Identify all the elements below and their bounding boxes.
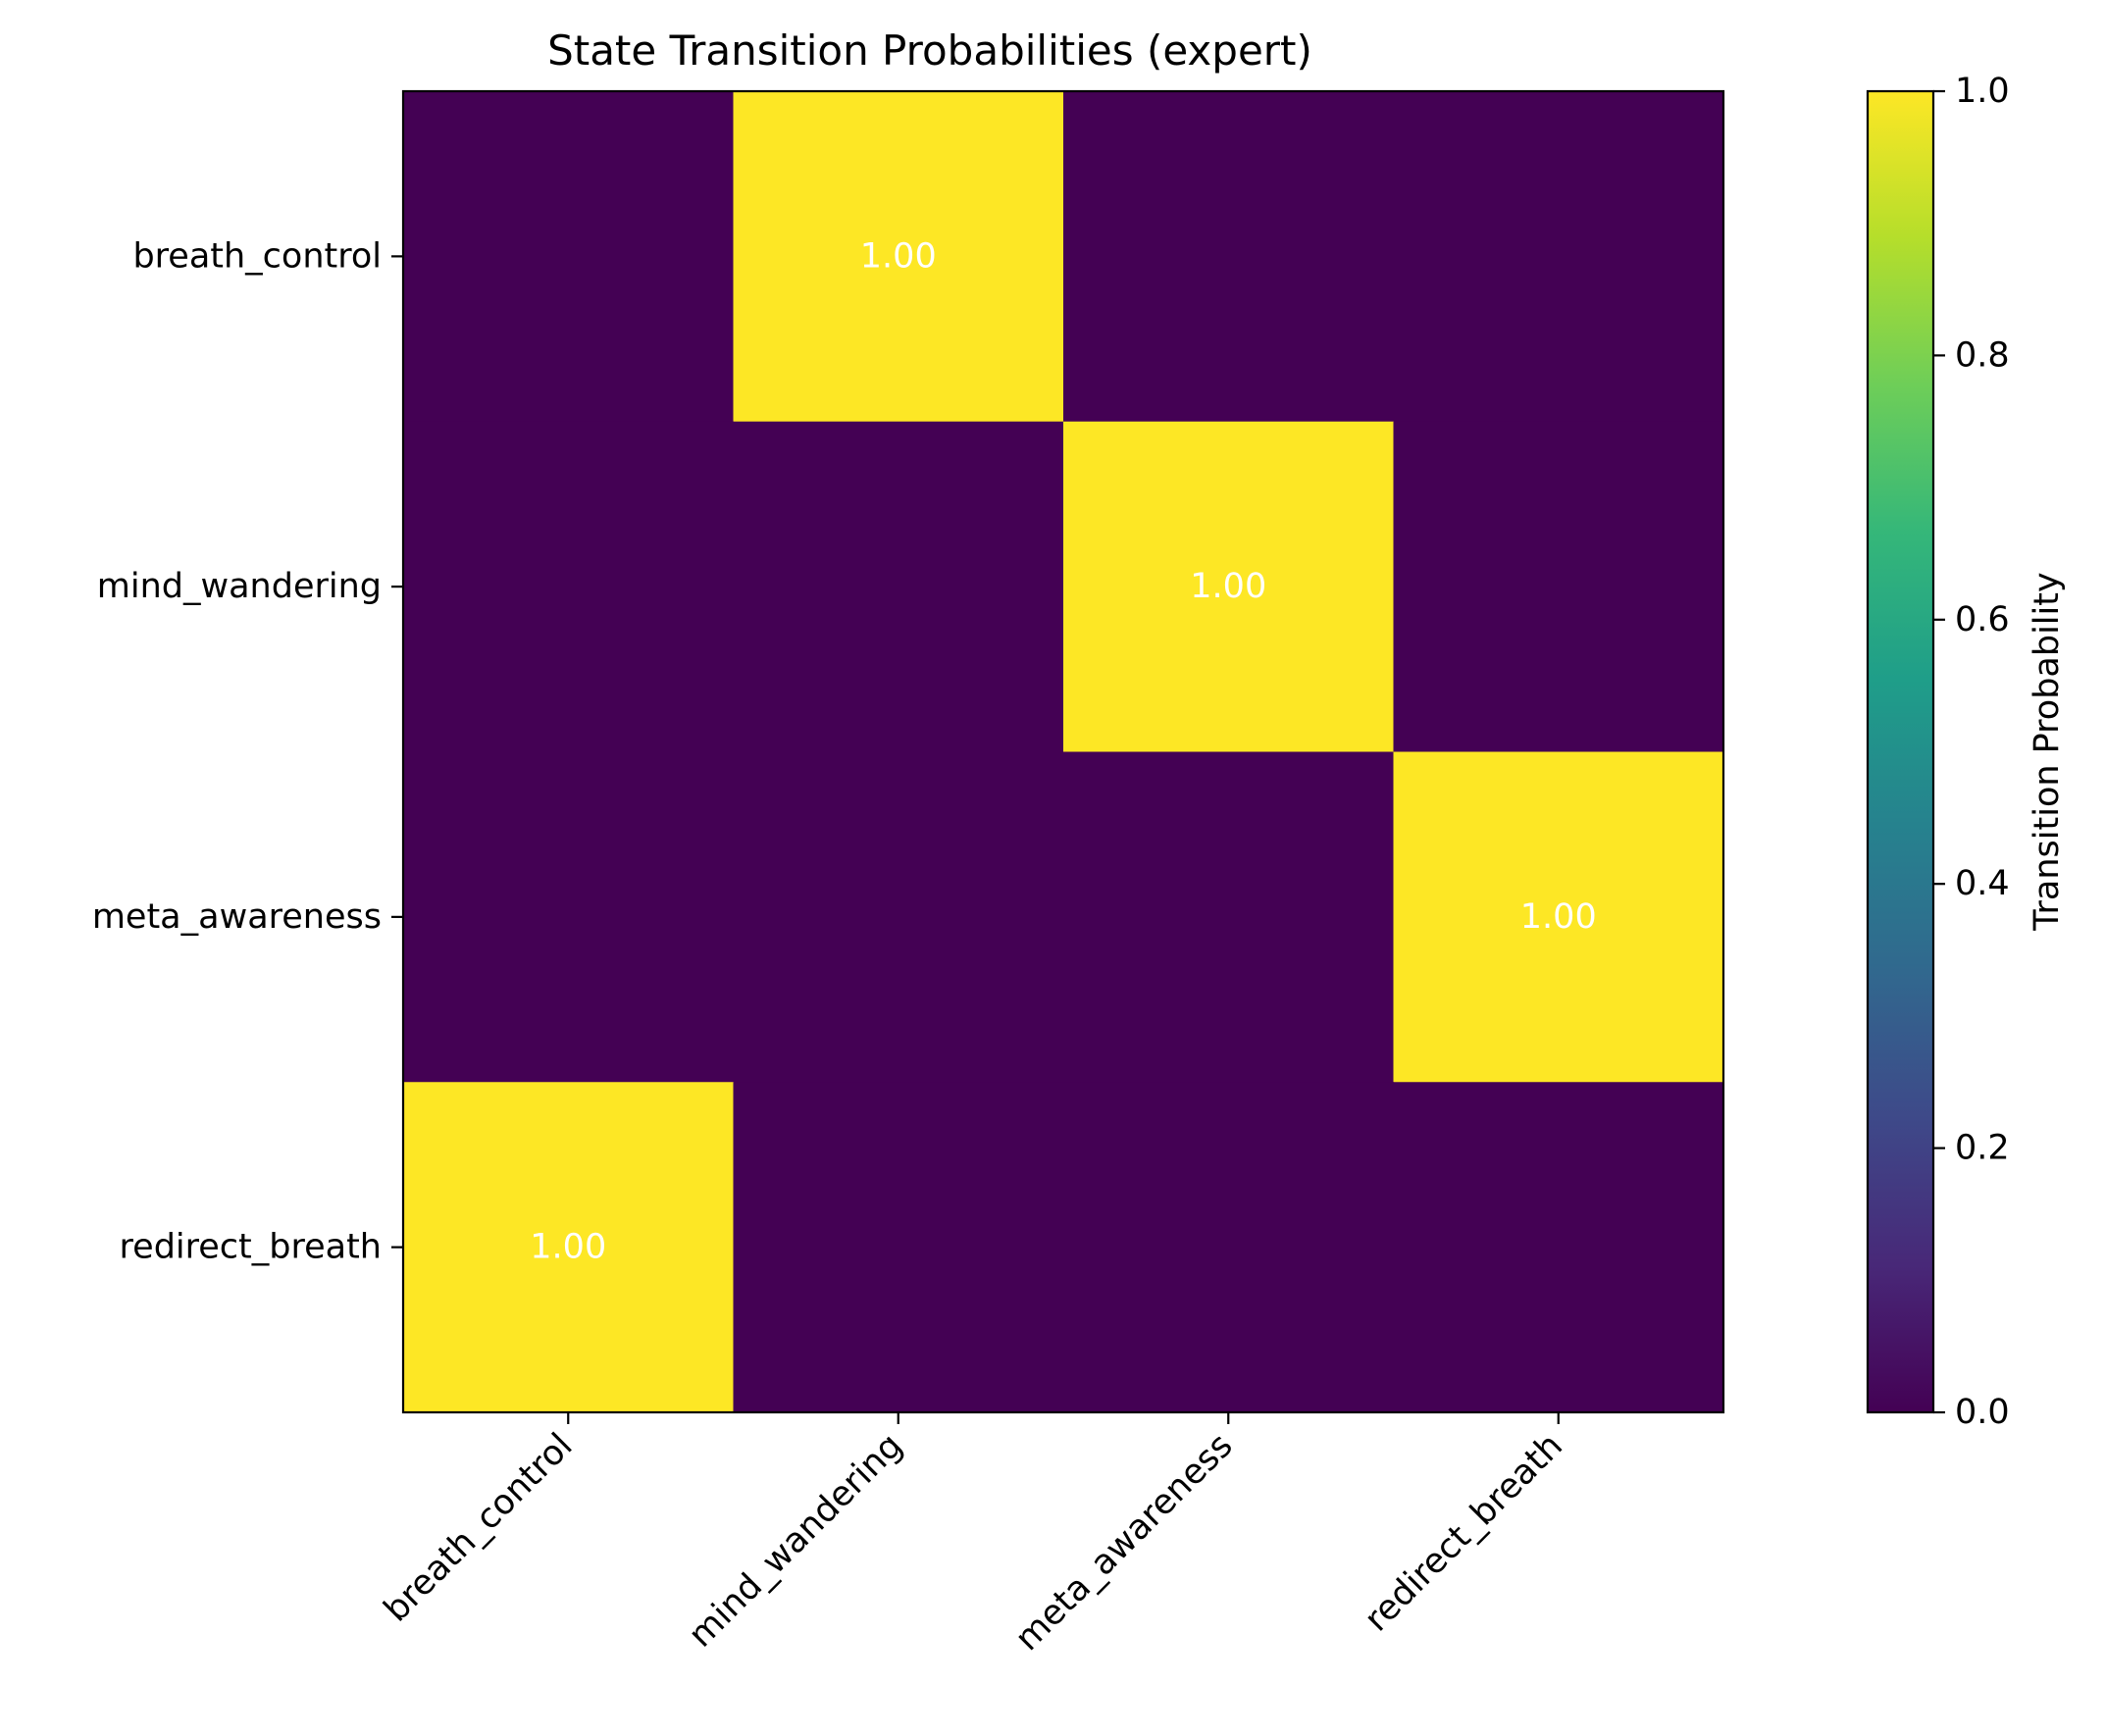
colorbar-tick-label: 0.2 (1955, 1129, 2010, 1168)
x-tick-label: redirect_breath (1358, 1426, 1570, 1639)
heatmap-cell (1063, 751, 1395, 1083)
cell-value-label: 1.00 (1190, 567, 1266, 606)
y-axis-ticks: breath_control mind_wandering meta_awarene… (92, 236, 403, 1267)
colorbar-tick-label: 1.0 (1955, 72, 2010, 111)
colorbar (1866, 89, 1935, 1414)
heatmap-cell (733, 751, 1064, 1083)
y-tick-label: meta_awareness (92, 897, 382, 937)
x-axis-ticks: breath_control mind_wandering meta_awarene… (377, 1412, 1570, 1659)
colorbar-tick-label: 0.8 (1955, 335, 2010, 375)
heatmap-cell (403, 751, 735, 1083)
heatmap-cell (733, 421, 1064, 753)
heatmap-cell (403, 1082, 735, 1413)
heatmap-cells (403, 91, 1724, 1413)
x-tick-label: meta_awareness (1008, 1426, 1241, 1659)
heatmap-cell (1063, 421, 1395, 753)
heatmap-cell (1393, 91, 1724, 423)
cell-value-label: 1.00 (530, 1228, 606, 1267)
cell-value-labels: 1.00 1.00 1.00 1.00 (530, 236, 1596, 1266)
cell-value-label: 1.00 (1520, 897, 1597, 937)
cell-value-label: 1.00 (860, 236, 937, 276)
colorbar-gradient (1868, 91, 1933, 1412)
x-tick-label: mind_wandering (682, 1426, 911, 1656)
heatmap-cell (1393, 751, 1724, 1083)
heatmap-cell (733, 1082, 1064, 1413)
plot-frame (401, 89, 1725, 1414)
y-tick-label: redirect_breath (120, 1228, 382, 1267)
colorbar-tick-label: 0.0 (1955, 1393, 2010, 1432)
heatmap-cell (1393, 421, 1724, 753)
y-tick-label: breath_control (132, 236, 382, 276)
heatmap-cell (403, 91, 735, 423)
colorbar-tick-label: 0.6 (1955, 600, 2010, 639)
heatmap-cell (1063, 1082, 1395, 1413)
heatmap-cell (1063, 91, 1395, 423)
chart-title: State Transition Probabilities (expert) (547, 26, 1312, 75)
colorbar-frame (1866, 89, 1935, 1414)
heatmap-cell (1393, 1082, 1724, 1413)
heatmap-cell (733, 91, 1064, 423)
y-tick-label: mind_wandering (97, 567, 382, 606)
colorbar-ticks: 0.0 0.2 0.4 0.6 0.8 1.0 (1933, 72, 2010, 1432)
colorbar-tick-label: 0.4 (1955, 864, 2010, 903)
heatmap-cell (403, 421, 735, 753)
colorbar-label: Transition Probability (2028, 572, 2067, 931)
x-tick-label: breath_control (377, 1426, 581, 1630)
